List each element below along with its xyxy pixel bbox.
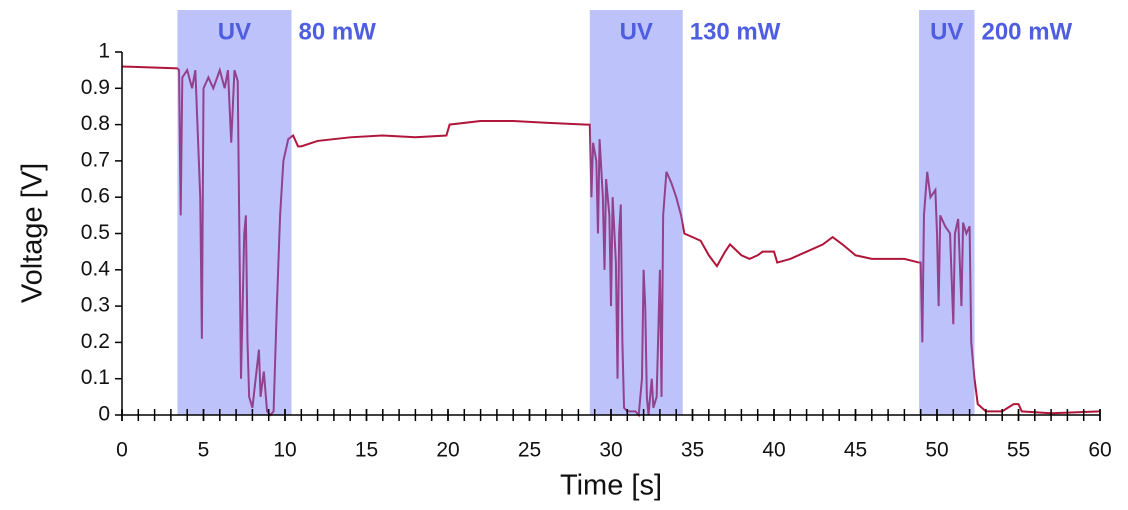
uv-region [177,10,292,415]
region-label: UV [930,18,963,45]
y-tick-label: 1 [98,40,110,63]
y-axis-label: Voltage [V] [17,163,49,303]
x-tick-label: 50 [925,439,948,462]
x-tick-label: 40 [762,439,785,462]
y-tick-label: 0.1 [81,366,110,389]
line-series [121,65,1101,418]
region-label: UV [218,18,251,45]
x-tick-label: 10 [273,439,296,462]
y-tick-label: 0.8 [81,112,110,135]
x-axis-label: Time [s] [560,470,662,502]
region-power: 80 mW [299,18,377,45]
x-tick-label: 45 [844,439,867,462]
y-tick-label: 0.4 [81,257,111,280]
x-tick-label: 0 [116,439,128,462]
y-tick-label: 0.7 [81,148,110,171]
y-tick-label: 0.5 [81,221,110,244]
x-tick-label: 55 [1007,439,1030,462]
x-tick-label: 15 [355,439,378,462]
y-tick-label: 0 [98,403,110,426]
region-power: 130 mW [690,18,781,45]
y-tick-label: 0.2 [81,330,110,353]
x-tick-label: 60 [1088,439,1111,462]
region-label: UV [620,18,653,45]
x-tick-label: 5 [198,439,210,462]
y-tick-label: 0.9 [81,76,110,99]
y-tick-label: 0.3 [81,294,110,317]
uv-region [589,10,683,415]
x-tick-label: 25 [518,439,541,462]
x-tick-label: 30 [599,439,622,462]
x-tick-label: 35 [681,439,704,462]
x-tick-label: 20 [436,439,459,462]
y-tick-label: 0.6 [81,185,110,208]
region-power: 200 mW [981,18,1072,45]
uv-region [919,10,975,415]
